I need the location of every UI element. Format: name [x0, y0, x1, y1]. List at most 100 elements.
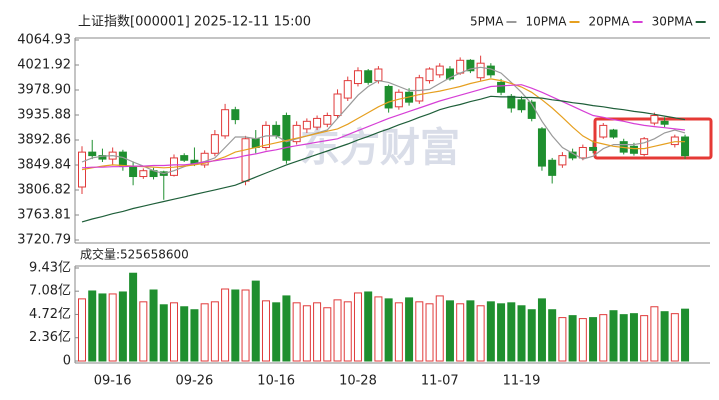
- y-tick-label: 3849.84: [17, 158, 71, 173]
- x-tick-label: 10-16: [257, 374, 295, 389]
- volume-bar: [323, 307, 332, 362]
- candle-body: [466, 59, 475, 72]
- candle-body: [272, 124, 281, 137]
- volume-bar: [159, 304, 168, 362]
- candle-body: [456, 59, 465, 74]
- candle-body: [241, 138, 250, 182]
- candle-body: [139, 170, 148, 178]
- volume-bar: [435, 295, 444, 362]
- legend-label: 20PMA: [589, 15, 631, 29]
- volume-bar: [353, 292, 362, 362]
- volume-bar: [466, 300, 475, 362]
- volume-bar: [456, 303, 465, 362]
- legend-label: 10PMA: [525, 15, 567, 29]
- candle-body: [129, 165, 138, 178]
- y-tick-label: 4064.93: [17, 33, 71, 48]
- volume-bar: [405, 297, 414, 362]
- volume-bar: [548, 309, 557, 362]
- volume-tick-label: 9.43亿: [29, 261, 71, 276]
- candle-body: [609, 129, 618, 138]
- volume-bar: [517, 305, 526, 362]
- volume-bar: [497, 303, 506, 362]
- candle-body: [537, 128, 546, 167]
- volume-bar: [200, 303, 209, 362]
- volume-bar: [88, 290, 97, 362]
- volume-bar: [558, 317, 567, 362]
- volume-bar: [640, 315, 649, 362]
- candle-body: [578, 146, 587, 159]
- volume-bar: [251, 280, 260, 362]
- legend-label: 30PMA: [652, 15, 694, 29]
- volume-bar: [78, 298, 86, 362]
- volume-bar: [507, 302, 516, 362]
- volume-bar: [537, 298, 546, 362]
- candle-body: [517, 99, 526, 111]
- volume-bar: [241, 289, 250, 362]
- ma-line: [81, 66, 686, 175]
- candle-body: [548, 159, 557, 176]
- candle-body: [313, 117, 322, 128]
- volume-bar: [374, 296, 383, 362]
- volume-bar: [364, 291, 373, 362]
- volume-bar: [129, 272, 138, 362]
- candle-body: [180, 155, 189, 161]
- candle-body: [476, 62, 485, 79]
- candle-body: [210, 134, 219, 154]
- legend-label: 5PMA: [470, 15, 504, 29]
- volume-bar: [384, 298, 393, 362]
- volume-bar: [599, 314, 608, 362]
- volume-bar: [302, 305, 311, 362]
- ma-line: [81, 78, 685, 171]
- volume-bar: [139, 301, 148, 362]
- volume-bar: [108, 293, 117, 362]
- volume-bar: [98, 293, 107, 362]
- candle-body: [364, 70, 373, 83]
- volume-bar: [609, 310, 618, 362]
- y-tick-label: 3935.88: [17, 107, 71, 122]
- volume-bar: [210, 301, 219, 362]
- candle-body: [374, 68, 383, 82]
- candle-body: [640, 138, 649, 155]
- y-tick-label: 3763.81: [17, 207, 71, 222]
- volume-bar: [272, 302, 281, 362]
- volume-bar: [486, 301, 495, 362]
- candle-body: [670, 136, 679, 146]
- volume-bar: [261, 300, 270, 362]
- volume-bar: [231, 289, 240, 362]
- volume-bar: [149, 289, 158, 362]
- volume-bar: [221, 288, 230, 362]
- volume-bar: [180, 306, 189, 362]
- volume-bar: [527, 309, 536, 362]
- watermark: 东方财富: [300, 125, 460, 171]
- candle-body: [251, 138, 260, 148]
- x-tick-label: 09-16: [94, 374, 132, 389]
- volume-bar: [118, 291, 127, 362]
- volume-bar: [660, 311, 669, 362]
- candle-body: [292, 124, 301, 143]
- candle-body: [221, 109, 230, 137]
- volume-tick-label: 4.72亿: [29, 307, 71, 322]
- y-tick-label: 3806.82: [17, 183, 71, 198]
- candle-body: [200, 152, 209, 166]
- candle-body: [660, 120, 669, 125]
- candle-body: [343, 80, 352, 99]
- y-tick-label: 3720.79: [17, 233, 71, 248]
- volume-bar: [476, 305, 485, 362]
- y-tick-label: 3978.90: [17, 82, 71, 97]
- candle-body: [599, 124, 608, 138]
- candle-body: [231, 109, 240, 121]
- volume-bar: [619, 314, 628, 362]
- volume-bar: [650, 306, 659, 362]
- candle-body: [88, 151, 97, 157]
- volume-bar: [568, 315, 577, 362]
- volume-bar: [282, 295, 291, 362]
- volume-bar: [190, 309, 199, 362]
- candle-body: [282, 115, 291, 161]
- volume-bar: [589, 317, 598, 362]
- volume-bar: [333, 299, 342, 362]
- candle-body: [497, 81, 506, 93]
- candle-body: [302, 120, 311, 130]
- candle-body: [507, 95, 516, 109]
- x-tick-label: 10-28: [339, 374, 377, 389]
